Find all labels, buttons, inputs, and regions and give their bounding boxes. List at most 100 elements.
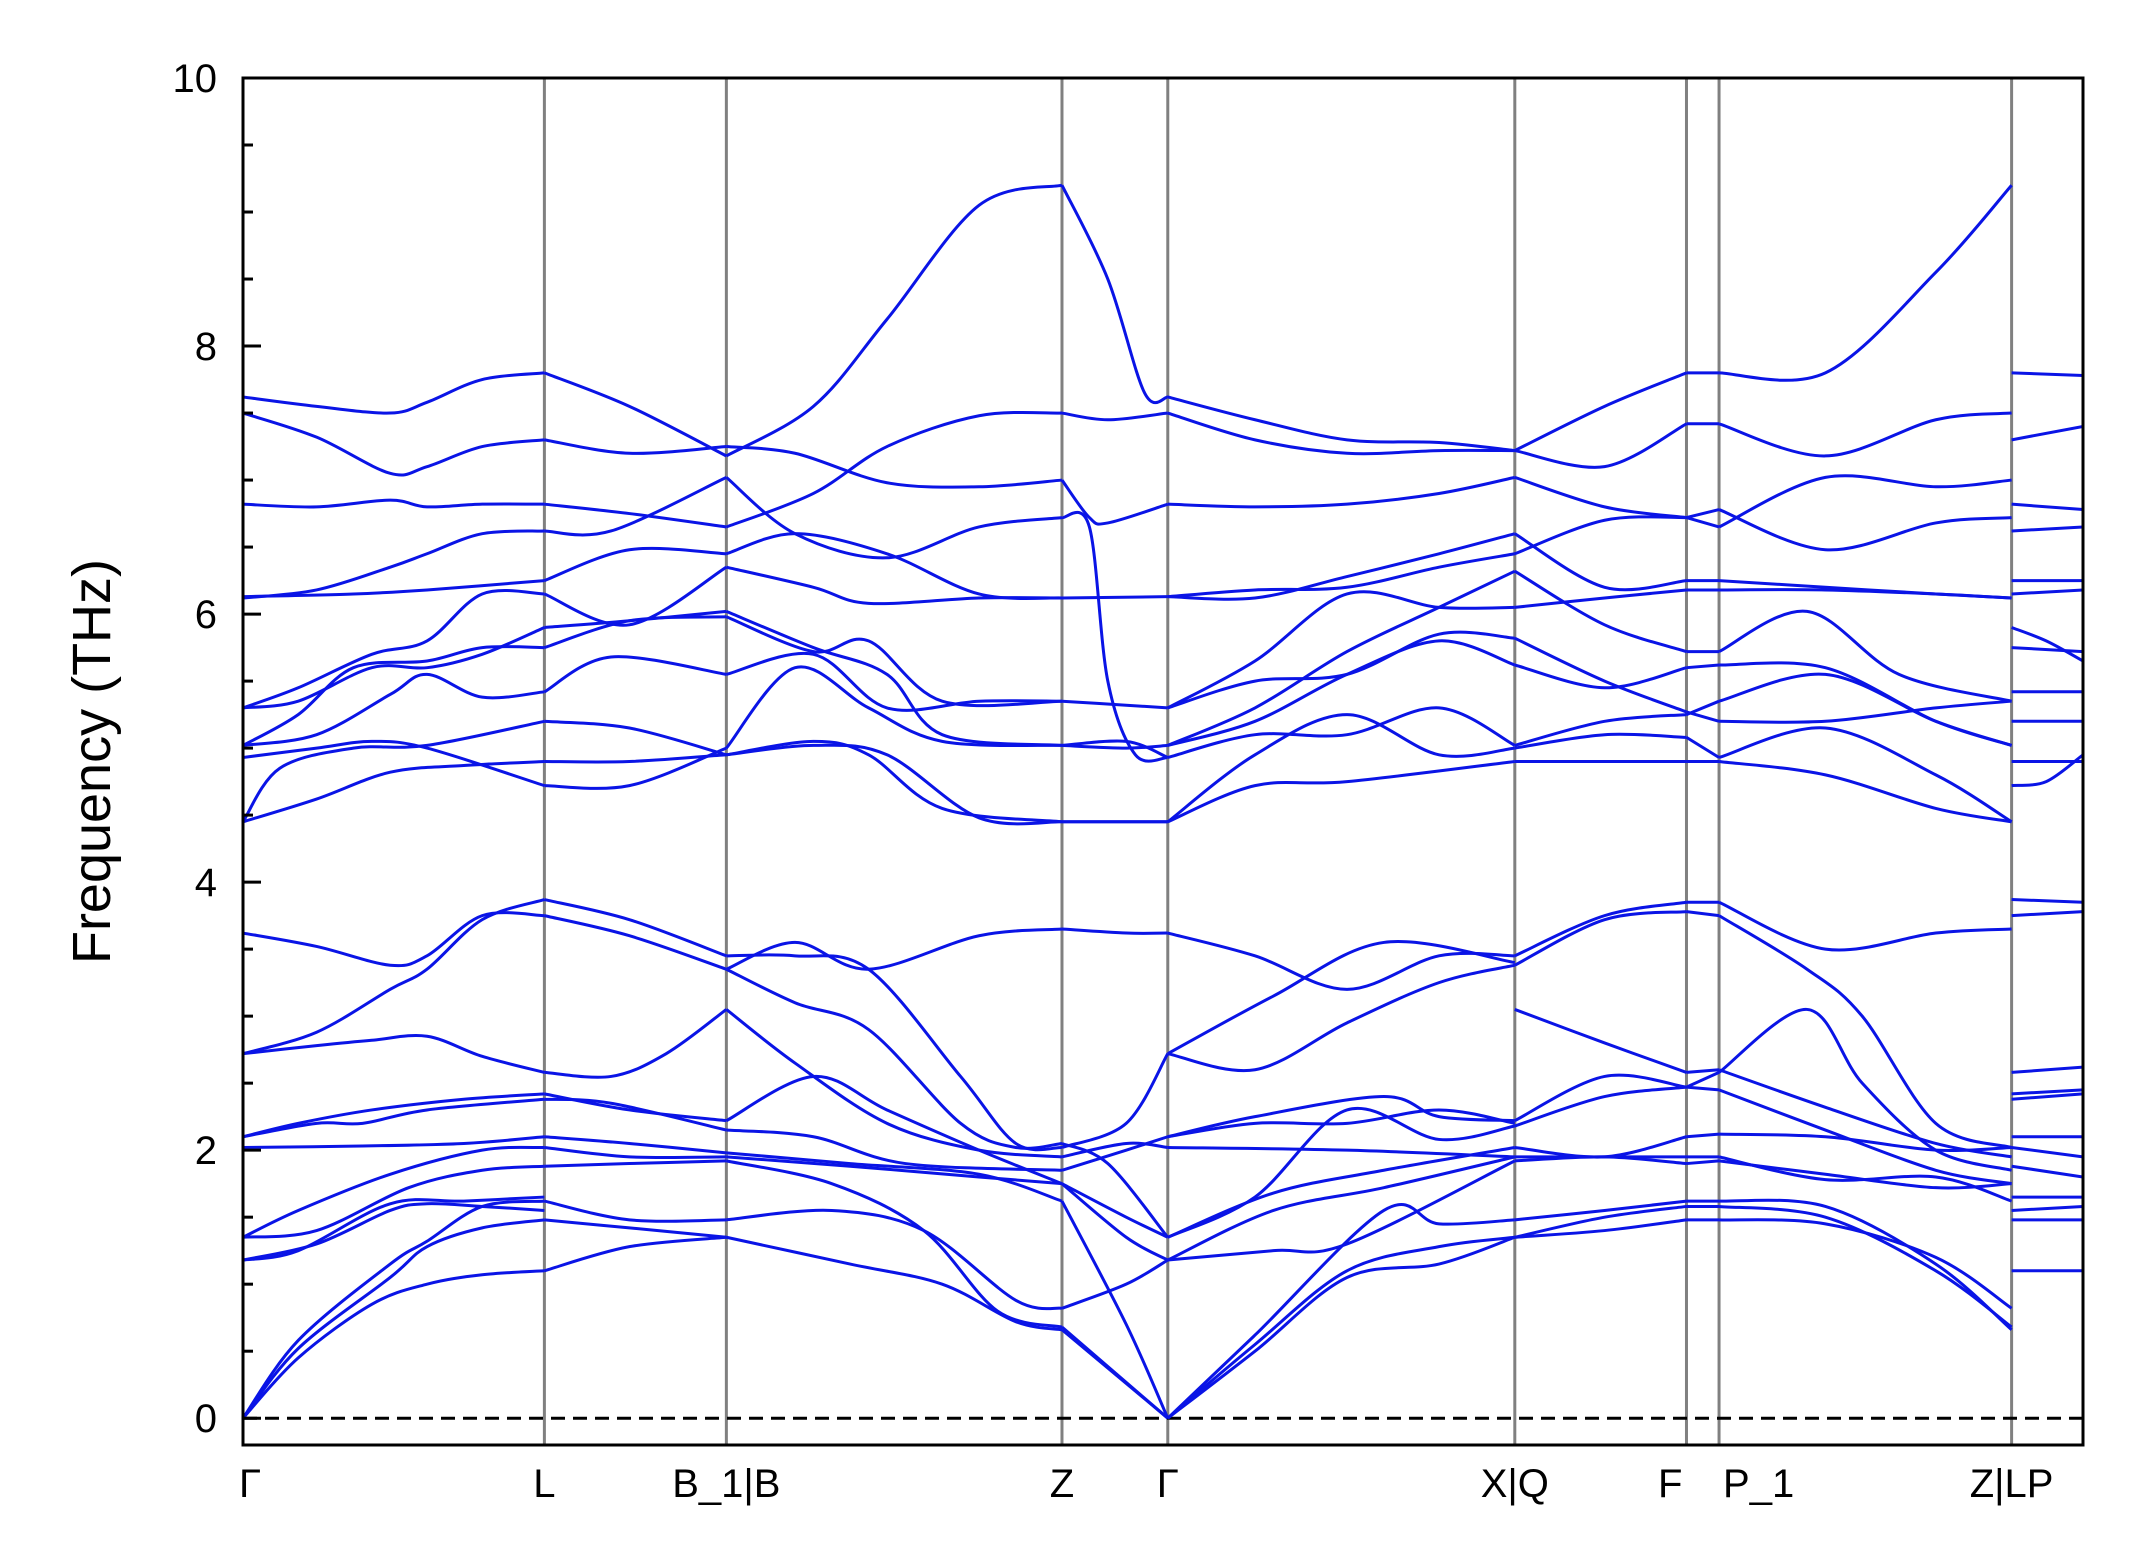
band-segment-17 — [243, 645, 545, 747]
band-segment-78 — [1061, 1141, 1168, 1159]
band-segment-154 — [1686, 663, 1720, 670]
band-segment-92 — [1166, 1235, 1516, 1420]
band-segment-170 — [1718, 1007, 2012, 1172]
band-segment-111 — [1167, 569, 1516, 747]
band-segment-148 — [1686, 1068, 1720, 1074]
band-segment-159 — [1686, 516, 1720, 529]
band-segment-19 — [243, 589, 545, 710]
band-segment-178 — [1719, 699, 2012, 724]
band-segment-98 — [1167, 1106, 1516, 1239]
band-segment-58 — [725, 927, 1063, 971]
band-segment-126 — [1514, 910, 1687, 967]
band-segment-93 — [1166, 1235, 1515, 1420]
band-segment-35 — [544, 898, 727, 958]
band-segment-61 — [725, 665, 1063, 750]
band-segment-136 — [1514, 475, 1687, 520]
band-segment-198 — [2011, 753, 2083, 788]
band-segment-104 — [1167, 940, 1516, 1055]
band-segment-57 — [726, 953, 1063, 1152]
x-tick-label-8: Z|LP — [1970, 1462, 2054, 1506]
y-tick-label: 0 — [195, 1397, 217, 1441]
band-segment-6 — [243, 1145, 545, 1239]
high-symmetry-dividers — [542, 78, 2014, 1445]
y-tick-label: 2 — [195, 1129, 217, 1173]
band-segment-206 — [2011, 525, 2083, 533]
x-tick-label-2: B_1|B — [672, 1462, 780, 1506]
band-segment-3 — [243, 1202, 545, 1262]
band-segment-208 — [2011, 424, 2083, 442]
band-segment-180 — [1718, 609, 2012, 703]
band-segment-129 — [1514, 732, 1687, 750]
band-segment-96 — [1167, 1155, 1516, 1262]
band-segment-109 — [1167, 630, 1515, 710]
band-segment-181 — [1718, 579, 2012, 600]
x-tick-label-7: P_1 — [1723, 1462, 1794, 1506]
y-axis-label: Frequency (THz) — [62, 559, 122, 964]
band-segment-95 — [1167, 1159, 1516, 1262]
band-segment-103 — [1167, 931, 1515, 991]
band-segment-107 — [1167, 706, 1516, 759]
band-segment-172 — [1718, 914, 2013, 1149]
band-segment-139 — [1514, 515, 1687, 556]
band-segment-207 — [2011, 502, 2083, 512]
band-segment-123 — [1514, 1085, 1687, 1128]
x-axis-ticks: Γ L B_1|B Z Γ X|Q F P_1 Z|LP — [239, 1462, 2053, 1506]
band-segment-118 — [1514, 1218, 1687, 1239]
band-segment-195 — [2011, 1065, 2083, 1074]
band-segment-190 — [2011, 1164, 2083, 1179]
band-segment-105 — [1167, 760, 1515, 824]
band-segment-99 — [1167, 1145, 1515, 1159]
band-segment-46 — [544, 438, 727, 455]
band-segment-87 — [1061, 595, 1168, 600]
band-segment-7 — [243, 1135, 545, 1149]
band-segment-25 — [543, 1235, 727, 1273]
band-segment-72 — [1061, 1325, 1169, 1420]
band-segment-80 — [1061, 1142, 1169, 1239]
band-segment-66 — [725, 532, 1063, 600]
band-segment-34 — [544, 914, 727, 971]
band-segment-81 — [1061, 927, 1168, 935]
band-segment-38 — [544, 746, 727, 790]
band-segment-27 — [544, 1199, 727, 1223]
band-segment-131 — [1514, 663, 1687, 690]
band-segment-70 — [725, 183, 1063, 458]
band-segment-100 — [1167, 1108, 1516, 1139]
band-segment-175 — [1718, 726, 2013, 824]
band-segment-188 — [2011, 1204, 2083, 1212]
band-segment-14 — [243, 719, 545, 823]
x-tick-label-5: X|Q — [1481, 1462, 1549, 1506]
band-segment-75 — [1061, 1182, 1169, 1239]
band-segment-90 — [1061, 411, 1168, 422]
band-segment-12 — [243, 898, 545, 1056]
band-segment-167 — [1718, 1155, 2013, 1203]
band-segment-115 — [1167, 395, 1515, 453]
band-segment-89 — [1060, 479, 1169, 526]
band-segment-197 — [2011, 898, 2083, 904]
band-segment-60 — [726, 739, 1063, 824]
band-segment-11 — [243, 911, 545, 968]
band-segment-110 — [1167, 590, 1515, 710]
band-segment-143 — [1686, 1159, 1720, 1166]
band-segment-191 — [2011, 1145, 2083, 1159]
band-segment-124 — [1514, 1073, 1687, 1123]
band-segment-56 — [725, 967, 1063, 1150]
band-segment-125 — [1514, 1008, 1687, 1074]
band-segment-67 — [725, 476, 1063, 560]
band-segment-149 — [1686, 910, 1720, 918]
band-segment-165 — [1718, 1198, 2013, 1331]
band-segment-132 — [1514, 636, 1688, 714]
band-segment-114 — [1167, 411, 1515, 456]
band-segment-79 — [1061, 1052, 1170, 1149]
band-segment-29 — [544, 1145, 727, 1160]
band-segment-21 — [243, 498, 545, 509]
band-segment-2 — [243, 1199, 545, 1420]
x-tick-label-1: L — [533, 1462, 555, 1506]
band-segment-37 — [544, 719, 727, 757]
band-segment-204 — [2011, 588, 2083, 596]
plot-frame — [241, 76, 2085, 1447]
band-segment-173 — [1718, 900, 2012, 952]
band-segment-22 — [243, 411, 545, 477]
band-segment-97 — [1167, 1146, 1516, 1239]
y-tick-label: 8 — [195, 325, 217, 369]
